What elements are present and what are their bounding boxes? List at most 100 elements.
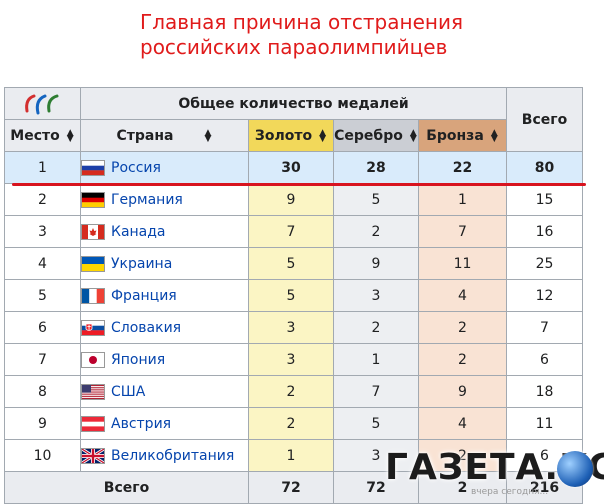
silver-cell: 2 <box>333 311 419 344</box>
headline: Главная причина отстранения российских п… <box>140 10 580 60</box>
table-row: 1 Россия 30 28 22 80 <box>4 151 583 184</box>
bronze-cell: 9 <box>418 375 507 408</box>
place-cell: 9 <box>4 407 81 440</box>
place-cell: 3 <box>4 215 81 248</box>
place-cell: 6 <box>4 311 81 344</box>
slovakia-flag-icon <box>81 319 105 336</box>
country-link[interactable]: США <box>111 383 146 400</box>
country-cell: Великобритания <box>80 439 249 472</box>
place-cell: 7 <box>4 343 81 376</box>
russia-flag-icon <box>81 159 105 176</box>
footer-gold: 72 <box>248 471 334 504</box>
country-cell: Австрия <box>80 407 249 440</box>
total-header[interactable]: Всего <box>506 87 583 152</box>
medal-group-header: Общее количество медалей <box>80 87 507 120</box>
country-cell: Россия <box>80 151 249 184</box>
bronze-cell: 4 <box>418 279 507 312</box>
country-link[interactable]: Великобритания <box>111 447 235 464</box>
footer-label: Всего <box>4 471 249 504</box>
watermark-sub-text: вчера сегодня... <box>471 487 549 497</box>
bronze-cell: 11 <box>418 247 507 280</box>
sort-icon[interactable]: ▲ ▼ <box>66 127 74 144</box>
silver-cell: 9 <box>333 247 419 280</box>
bronze-cell: 1 <box>418 183 507 216</box>
country-cell: США <box>80 375 249 408</box>
bronze-cell: 2 <box>418 343 507 376</box>
total-cell: 15 <box>506 183 583 216</box>
bronze-header[interactable]: Бронза ▲ ▼ <box>418 119 507 152</box>
gold-cell: 2 <box>248 407 334 440</box>
sort-icon[interactable]: ▲ ▼ <box>490 127 498 144</box>
paralympic-agitos-icon <box>24 94 58 114</box>
country-link[interactable]: Россия <box>111 159 161 176</box>
country-link[interactable]: Япония <box>111 351 166 368</box>
footer-bronze: 2 <box>418 471 507 504</box>
country-link[interactable]: Украина <box>111 255 173 272</box>
bronze-cell: 4 <box>418 407 507 440</box>
uk-flag-icon <box>81 447 105 464</box>
silver-cell: 3 <box>333 279 419 312</box>
sort-icon[interactable]: ▲ ▼ <box>319 127 327 144</box>
gold-cell: 7 <box>248 215 334 248</box>
total-cell: 18 <box>506 375 583 408</box>
table-row: 2 Германия 9 5 1 15 <box>4 183 583 216</box>
footer-silver: 72 <box>333 471 419 504</box>
country-link[interactable]: Словакия <box>111 319 182 336</box>
gold-header[interactable]: Золото ▲ ▼ <box>248 119 334 152</box>
silver-cell: 1 <box>333 343 419 376</box>
paralympic-logo-cell <box>4 87 81 120</box>
place-cell: 2 <box>4 183 81 216</box>
country-cell: Словакия <box>80 311 249 344</box>
silver-cell: 2 <box>333 215 419 248</box>
globe-icon <box>557 451 593 487</box>
country-cell: Украина <box>80 247 249 280</box>
table-row: 8 США 2 7 9 18 <box>4 375 583 408</box>
table-row: 6 Словакия 3 2 2 7 <box>4 311 583 344</box>
country-link[interactable]: Канада <box>111 223 166 240</box>
total-cell: 6 <box>506 343 583 376</box>
table-row: 9 Австрия 2 5 4 11 <box>4 407 583 440</box>
red-highlight-line <box>12 183 586 186</box>
gold-cell: 5 <box>248 279 334 312</box>
table-row: 4 Украина 5 9 11 25 <box>4 247 583 280</box>
medal-table: Общее количество медалей Всего Место ▲ ▼ С… <box>4 87 583 504</box>
silver-cell: 5 <box>333 183 419 216</box>
gold-cell: 9 <box>248 183 334 216</box>
bronze-cell: 2 <box>418 311 507 344</box>
gold-cell: 3 <box>248 311 334 344</box>
austria-flag-icon <box>81 415 105 432</box>
place-cell: 8 <box>4 375 81 408</box>
silver-cell: 28 <box>333 151 419 184</box>
place-header[interactable]: Место ▲ ▼ <box>4 119 81 152</box>
sort-icon[interactable]: ▲ ▼ <box>204 127 212 144</box>
country-header[interactable]: Страна ▲ ▼ <box>80 119 249 152</box>
total-cell: 16 <box>506 215 583 248</box>
silver-cell: 3 <box>333 439 419 472</box>
usa-flag-icon <box>81 383 105 400</box>
silver-header[interactable]: Серебро ▲ ▼ <box>333 119 419 152</box>
headline-line-2: российских параолимпийцев <box>140 35 448 59</box>
silver-cell: 5 <box>333 407 419 440</box>
headline-line-1: Главная причина отстранения <box>140 10 463 34</box>
table-row: 3 Канада 7 2 7 16 <box>4 215 583 248</box>
total-cell: 12 <box>506 279 583 312</box>
gold-cell: 1 <box>248 439 334 472</box>
country-link[interactable]: Австрия <box>111 415 172 432</box>
japan-flag-icon <box>81 351 105 368</box>
country-cell: Канада <box>80 215 249 248</box>
gold-cell: 5 <box>248 247 334 280</box>
sort-icon[interactable]: ▲ ▼ <box>409 127 417 144</box>
germany-flag-icon <box>81 191 105 208</box>
canada-flag-icon <box>81 223 105 240</box>
country-cell: Германия <box>80 183 249 216</box>
place-cell: 10 <box>4 439 81 472</box>
country-link[interactable]: Франция <box>111 287 177 304</box>
table-row: 10 Великобритания 1 3 2 6 <box>4 439 583 472</box>
silver-cell: 7 <box>333 375 419 408</box>
country-link[interactable]: Германия <box>111 191 183 208</box>
table-row: 5 Франция 5 3 4 12 <box>4 279 583 312</box>
gold-cell: 30 <box>248 151 334 184</box>
table-row: 7 Япония 3 1 2 6 <box>4 343 583 376</box>
france-flag-icon <box>81 287 105 304</box>
bronze-cell: 2 <box>418 439 507 472</box>
